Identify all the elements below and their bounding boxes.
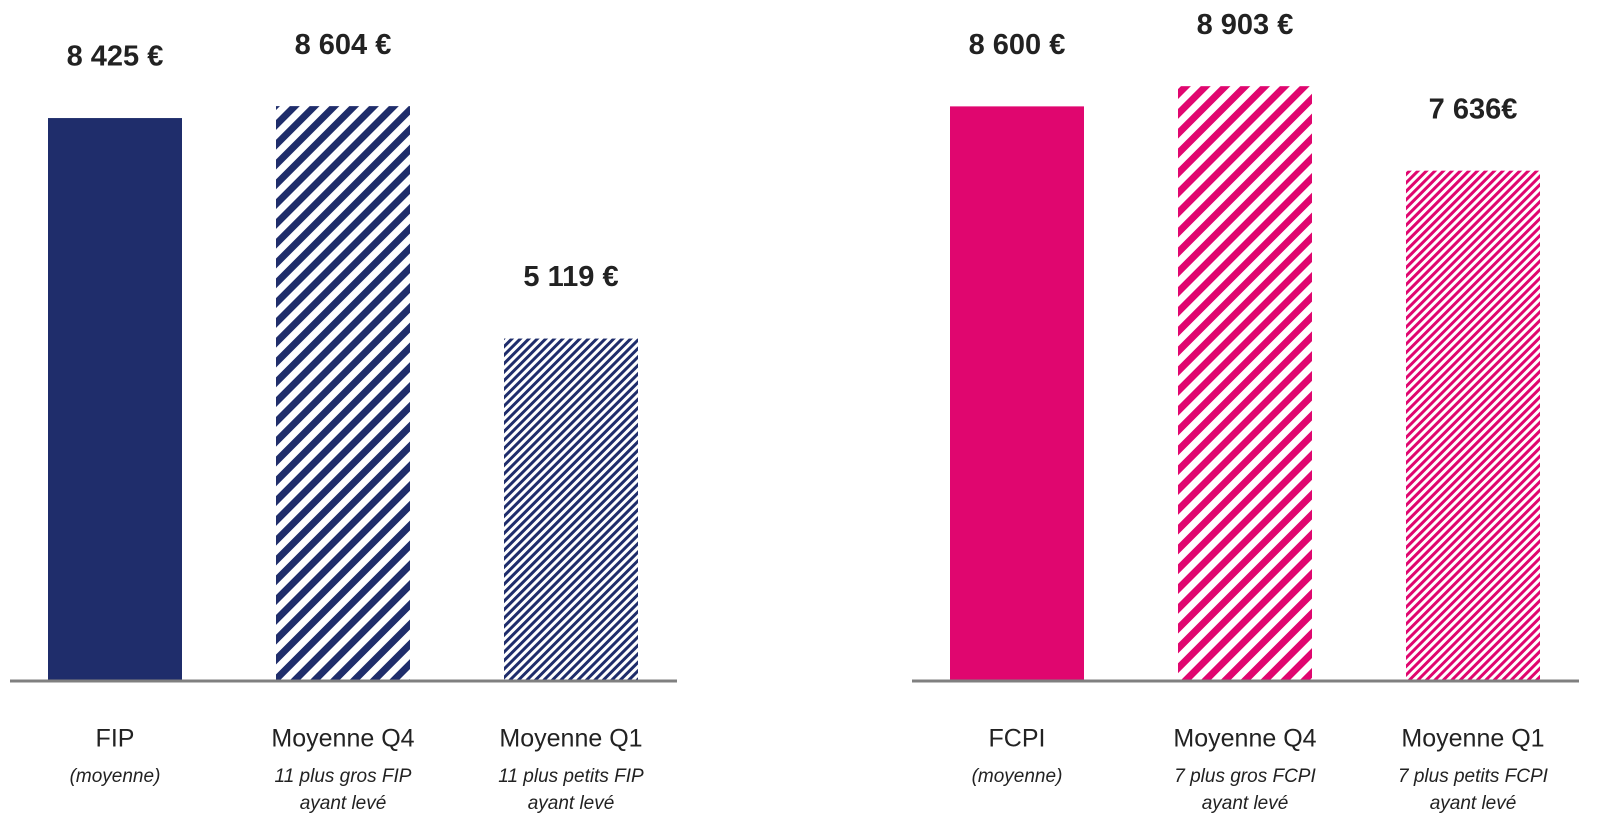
category-label: FCPI: [989, 725, 1046, 753]
category-sublabel: 11 plus gros FIP: [275, 766, 412, 787]
value-label: 8 604 €: [295, 29, 392, 61]
bar: [504, 338, 638, 680]
bar: [1406, 170, 1540, 680]
category-sublabel: 7 plus petits FCPI: [1398, 766, 1549, 787]
bar: [1178, 86, 1312, 680]
category-label: Moyenne Q1: [499, 725, 642, 753]
value-label: 7 636€: [1429, 93, 1518, 125]
value-label: 5 119 €: [523, 261, 618, 293]
bar: [48, 118, 182, 681]
category-sublabel: ayant levé: [1430, 793, 1517, 814]
category-sublabel: ayant levé: [300, 793, 387, 814]
category-label: FIP: [96, 725, 135, 753]
category-label: Moyenne Q1: [1401, 725, 1544, 753]
bar: [950, 106, 1084, 680]
category-label: Moyenne Q4: [1173, 725, 1316, 753]
category-sublabel: ayant levé: [528, 793, 615, 814]
value-label: 8 903 €: [1197, 9, 1294, 41]
category-label: Moyenne Q4: [271, 725, 414, 753]
category-sublabel: ayant levé: [1202, 793, 1289, 814]
value-label: 8 425 €: [67, 41, 164, 73]
category-sublabel: 7 plus gros FCPI: [1174, 766, 1316, 787]
category-sublabel: (moyenne): [70, 766, 161, 787]
category-sublabel: 11 plus petits FIP: [498, 766, 644, 787]
bar: [276, 106, 410, 680]
category-sublabel: (moyenne): [972, 766, 1063, 787]
value-label: 8 600 €: [969, 29, 1066, 61]
